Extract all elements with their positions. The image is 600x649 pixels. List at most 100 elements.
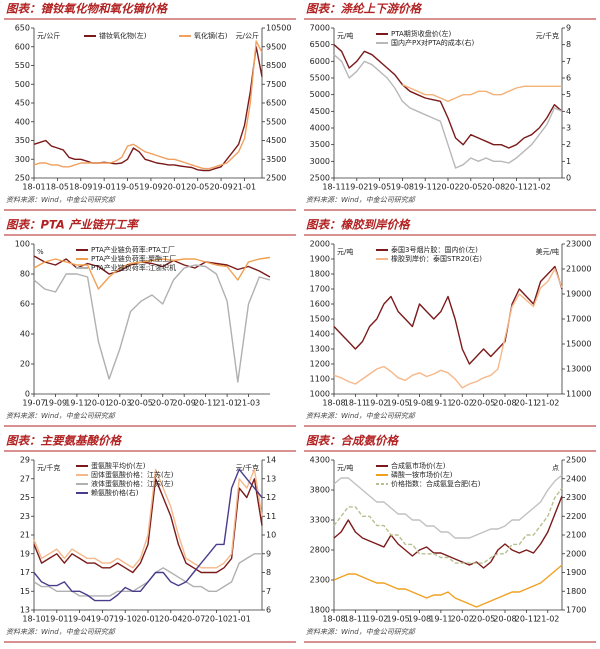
y-tick-label: 400 bbox=[15, 117, 30, 126]
source-note: 资料来源：Wind，中金公司研究部 bbox=[6, 196, 116, 204]
y-tick-label: 15 bbox=[20, 587, 30, 596]
y-tick-label: 4500 bbox=[310, 107, 330, 116]
x-tick-label: 19-08 bbox=[408, 615, 431, 624]
y-tick-label: 250 bbox=[15, 174, 30, 183]
y2-tick-label: 19000 bbox=[566, 290, 591, 299]
x-tick-label: 18-11 bbox=[322, 183, 345, 192]
y-tick-label: 4300 bbox=[310, 456, 330, 465]
y2-tick-label: 5500 bbox=[266, 117, 286, 126]
series-line bbox=[333, 44, 563, 149]
x-tick-label: 18-08 bbox=[322, 399, 345, 408]
chart-title: 图表：主要氨基酸价格 bbox=[6, 434, 122, 448]
y-tick-label: 2300 bbox=[310, 576, 330, 585]
legend-label: 国内产PX对PTA的成本(右) bbox=[391, 38, 474, 47]
y-tick-label: 0 bbox=[25, 390, 30, 399]
y2-tick-label: 8 bbox=[266, 568, 271, 577]
x-tick-label: 19-11 bbox=[429, 615, 452, 624]
x-tick-label: 20-07 bbox=[151, 399, 174, 408]
legend-label: 磷酸一铵市场价(左) bbox=[391, 470, 453, 479]
y2-tick-label: 21000 bbox=[566, 265, 591, 274]
x-tick-label: 21-01 bbox=[233, 183, 256, 192]
series-line bbox=[333, 474, 563, 539]
x-tick-label: 21-03 bbox=[237, 399, 260, 408]
y2-tick-label: 17000 bbox=[566, 315, 591, 324]
x-tick-label: 18-08 bbox=[322, 615, 345, 624]
x-tick-label: 20-08 bbox=[493, 615, 516, 624]
x-tick-label: 19-07 bbox=[91, 615, 114, 624]
series-line bbox=[33, 264, 271, 383]
y-tick-label: 3800 bbox=[310, 486, 330, 495]
y2-tick-label: 1700 bbox=[566, 606, 586, 615]
x-tick-label: 18-10 bbox=[22, 615, 45, 624]
y-tick-label: 3300 bbox=[310, 516, 330, 525]
y2-tick-label: 2500 bbox=[266, 174, 286, 183]
y-tick-label: 600 bbox=[15, 42, 30, 51]
series-line bbox=[33, 255, 271, 278]
legend-label: PTA产业链负荷率:江浙织机 bbox=[91, 263, 176, 272]
x-tick-label: 20-10 bbox=[205, 615, 228, 624]
y2-tick-label: 10 bbox=[266, 531, 276, 540]
y-unit: 元/公斤 bbox=[37, 31, 60, 40]
y-tick-label: 1300 bbox=[310, 345, 330, 354]
legend-label: 镨钕氧化物(左) bbox=[99, 31, 147, 40]
y2-tick-label: 5 bbox=[566, 90, 571, 99]
y-tick-label: 1200 bbox=[310, 360, 330, 369]
series-line bbox=[333, 487, 563, 564]
x-tick-label: 20-09 bbox=[209, 183, 232, 192]
y-tick-label: 7000 bbox=[310, 24, 330, 33]
y2-tick-label: 12 bbox=[266, 493, 276, 502]
y-tick-label: 40 bbox=[20, 330, 30, 339]
y-tick-label: 19 bbox=[20, 549, 30, 558]
series-line bbox=[333, 54, 563, 169]
y-tick-label: 1800 bbox=[310, 270, 330, 279]
y2-tick-label: 6 bbox=[566, 74, 571, 83]
x-tick-label: 20-08 bbox=[493, 399, 516, 408]
y-tick-label: 27 bbox=[20, 474, 30, 483]
y-unit: 元/吨 bbox=[337, 247, 353, 256]
y-tick-label: 1900 bbox=[310, 255, 330, 264]
y2-unit: 元/公斤 bbox=[236, 31, 259, 40]
y-tick-label: 5500 bbox=[310, 74, 330, 83]
legend-label: 价格指数：合成氨复合肥(右) bbox=[391, 479, 481, 488]
y-tick-label: 1700 bbox=[310, 285, 330, 294]
y-tick-label: 17 bbox=[20, 568, 30, 577]
y-tick-label: 350 bbox=[15, 136, 30, 145]
y-tick-label: 3000 bbox=[310, 157, 330, 166]
series-line bbox=[33, 256, 271, 290]
x-tick-label: 21-01 bbox=[215, 399, 238, 408]
x-tick-label: 20-04 bbox=[159, 615, 182, 624]
x-tick-label: 19-05 bbox=[387, 399, 410, 408]
y-tick-label: 23 bbox=[20, 512, 30, 521]
x-tick-label: 18-05 bbox=[46, 183, 69, 192]
x-tick-label: 19-11 bbox=[429, 399, 452, 408]
series-line bbox=[33, 468, 263, 569]
x-tick-label: 20-11 bbox=[194, 399, 217, 408]
y-tick-label: 1100 bbox=[310, 375, 330, 384]
y-tick-label: 20 bbox=[20, 360, 30, 369]
y2-unit: 美元/吨 bbox=[536, 247, 559, 256]
y-tick-label: 650 bbox=[15, 24, 30, 33]
y2-tick-label: 3 bbox=[566, 124, 571, 133]
x-tick-label: 19-11 bbox=[414, 183, 437, 192]
x-tick-label: 20-02 bbox=[451, 399, 474, 408]
y-unit: 元/千克 bbox=[37, 463, 60, 472]
x-tick-label: 20-01 bbox=[87, 399, 110, 408]
x-tick-label: 20-09 bbox=[173, 399, 196, 408]
source-note: 资料来源：Wind，中金公司研究部 bbox=[6, 628, 116, 636]
y2-tick-label: 13 bbox=[266, 474, 276, 483]
chart-title: 图表：橡胶到岸价格 bbox=[306, 218, 411, 232]
y2-tick-label: 9 bbox=[266, 549, 271, 558]
y2-tick-label: 2100 bbox=[566, 531, 586, 540]
y2-tick-label: 2 bbox=[566, 140, 571, 149]
legend-label: PTA期货收盘价(左) bbox=[391, 29, 451, 38]
y2-tick-label: 8500 bbox=[266, 61, 286, 70]
x-tick-label: 19-05 bbox=[368, 183, 391, 192]
x-tick-label: 20-02 bbox=[451, 615, 474, 624]
y2-tick-label: 8 bbox=[566, 40, 571, 49]
source-note: 资料来源：Wind，中金公司研究部 bbox=[306, 628, 416, 636]
series-line bbox=[333, 265, 563, 365]
x-tick-label: 20-05 bbox=[472, 615, 495, 624]
y-unit: 元/吨 bbox=[337, 463, 353, 472]
y-tick-label: 60 bbox=[20, 300, 30, 309]
